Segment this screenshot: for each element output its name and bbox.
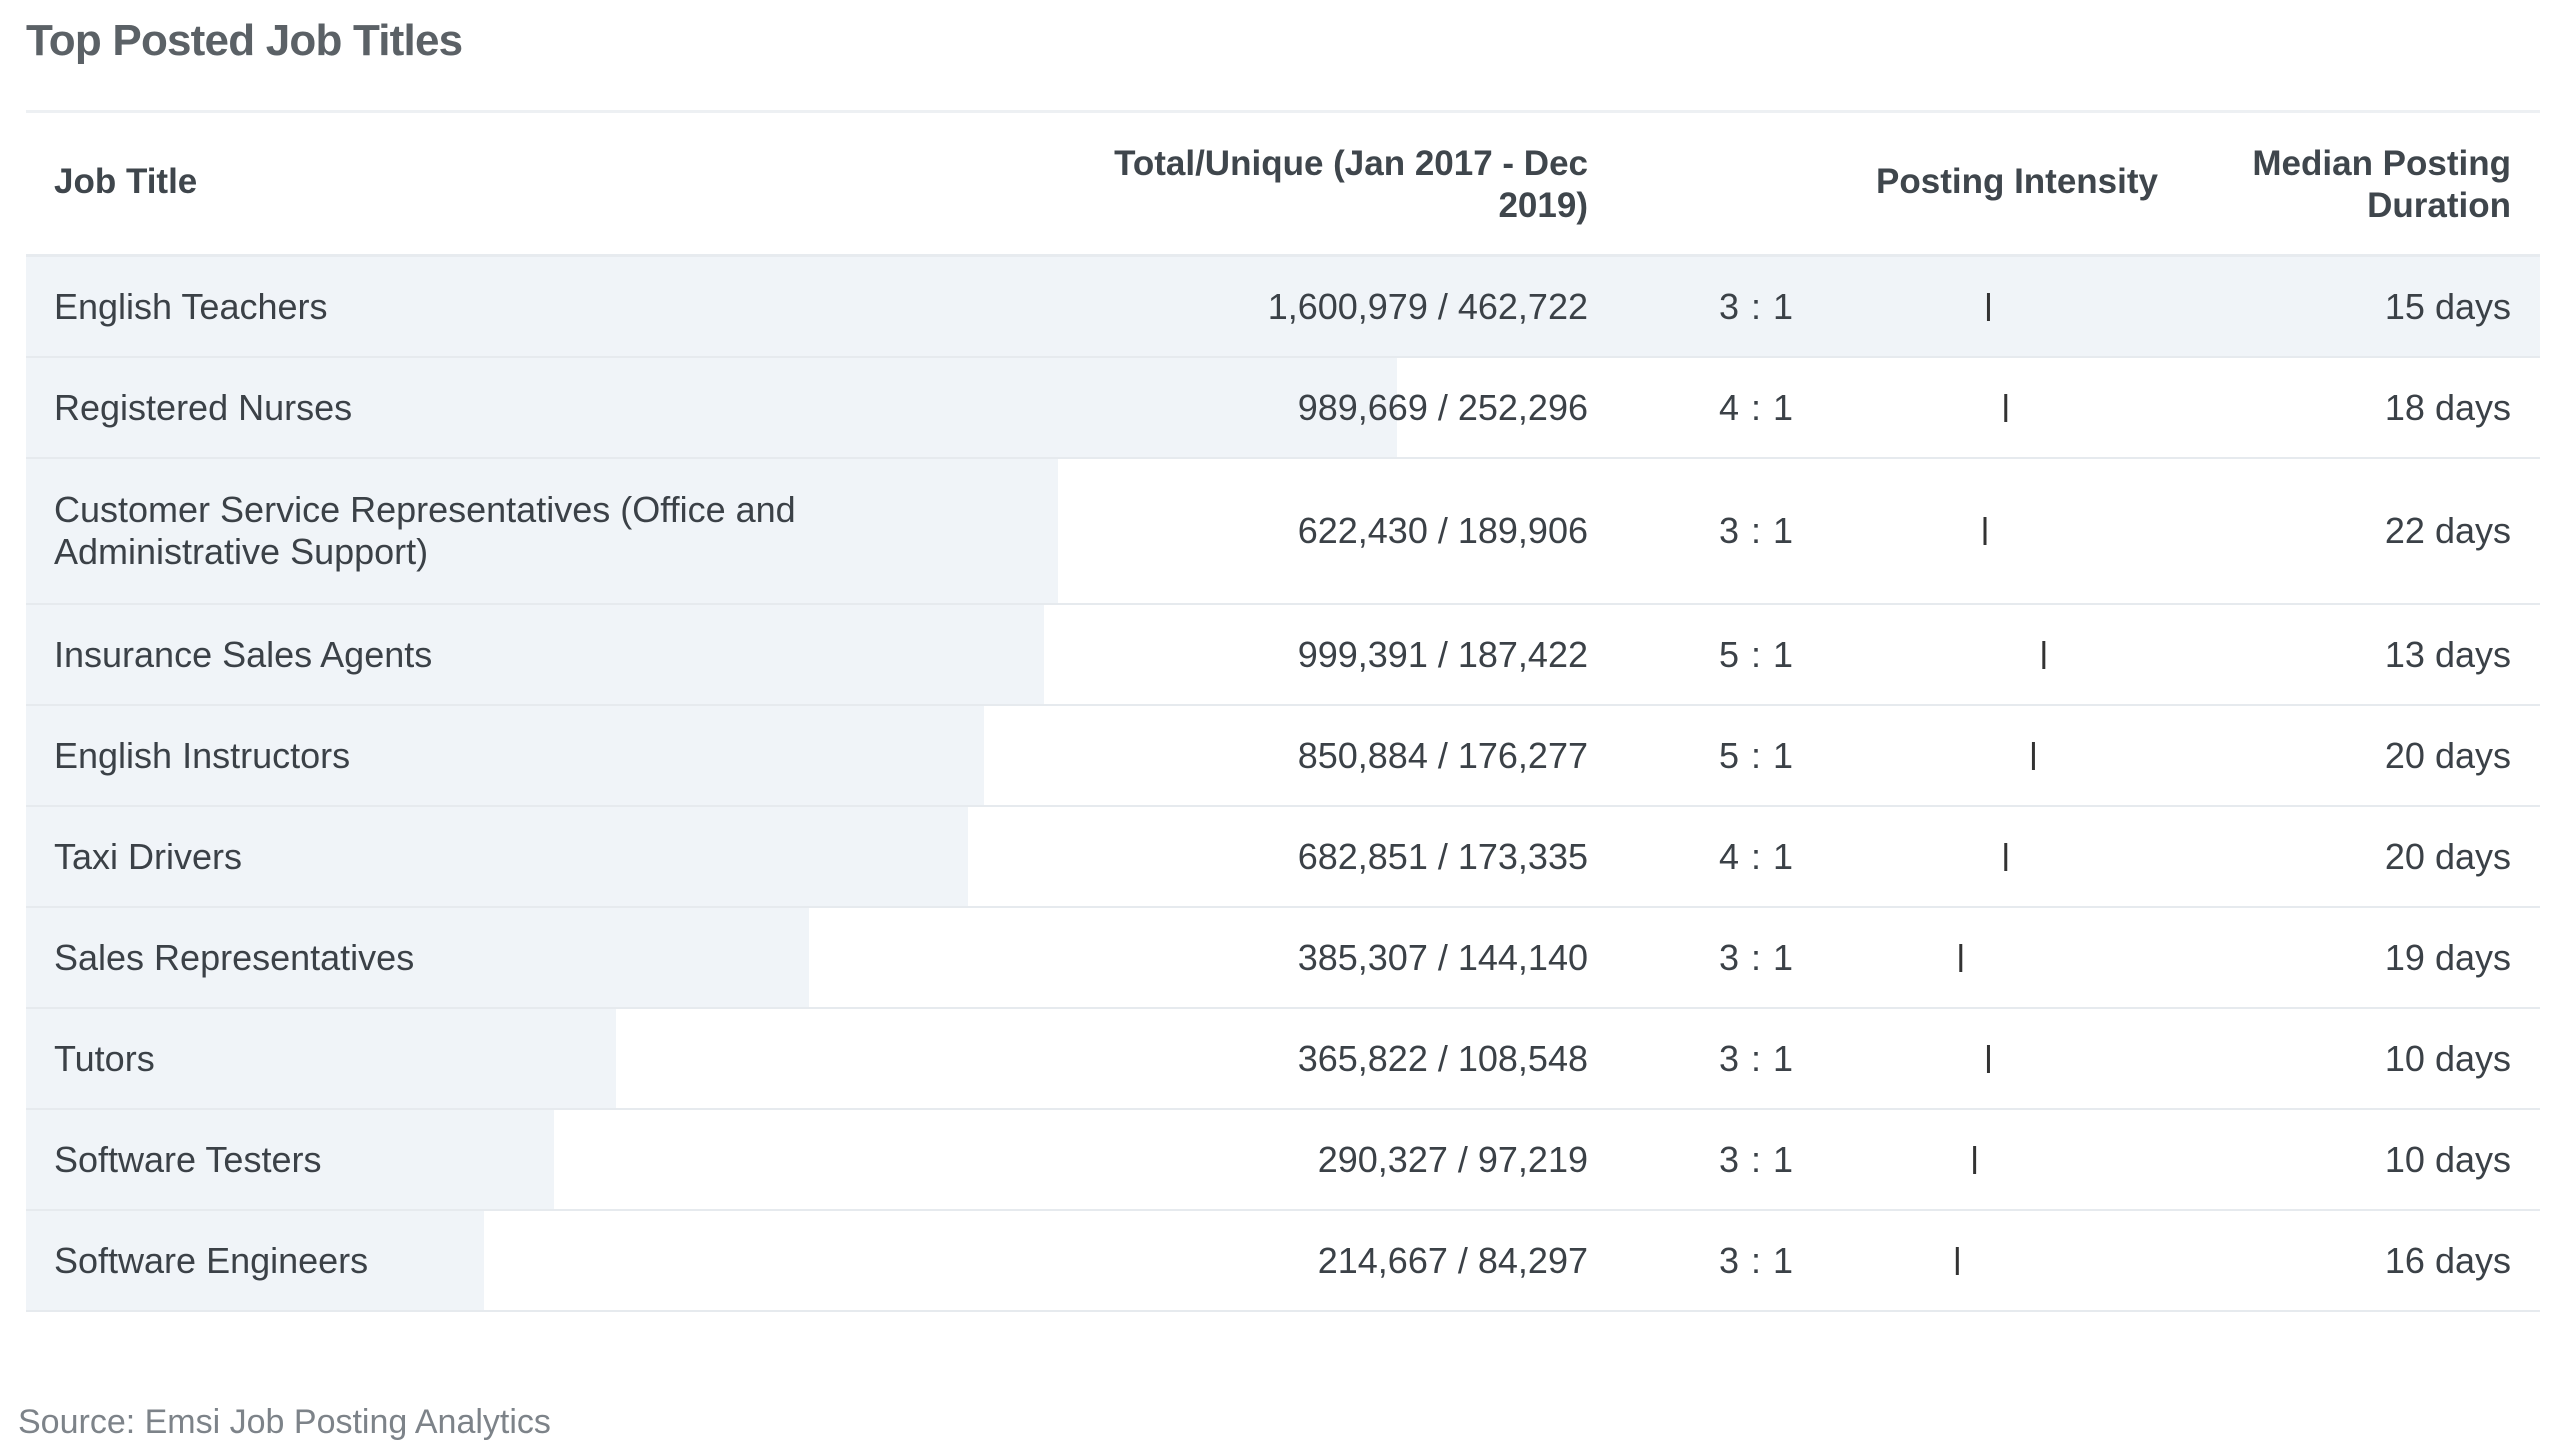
unique-postings-bar [26, 706, 984, 805]
median-duration-value: 19 days [2384, 936, 2511, 978]
unique-postings-bar [26, 605, 1045, 704]
table-header: Job Title Total/Unique (Jan 2017 - Dec 2… [26, 113, 2540, 257]
job-titles-table: Job Title Total/Unique (Jan 2017 - Dec 2… [26, 110, 2540, 1312]
posting-intensity-ratio: 3 : 1 [1718, 936, 1794, 978]
median-duration-value: 10 days [2384, 1037, 2511, 1079]
total-unique-value: 989,669 / 252,296 [1297, 386, 1588, 428]
job-title: Taxi Drivers [54, 835, 243, 877]
source-note: Source: Emsi Job Posting Analytics [18, 1403, 551, 1441]
unique-postings-bar [26, 1110, 555, 1209]
table-row[interactable]: English Teachers 1,600,979 / 462,722 3 : 1… [26, 257, 2540, 358]
header-total-unique: Total/Unique (Jan 2017 - Dec 2019) [1114, 144, 1588, 225]
median-duration-value: 20 days [2384, 835, 2511, 877]
table-body: English Teachers 1,600,979 / 462,722 3 : 1… [26, 257, 2540, 1312]
header-posting-intensity: Posting Intensity [1876, 162, 2158, 201]
header-median-duration: Median Posting Duration [2252, 144, 2511, 225]
header-job-title: Job Title [54, 162, 198, 201]
job-title: English Instructors [54, 734, 351, 776]
posting-intensity-track [1812, 1044, 2158, 1073]
posting-intensity-ratio: 3 : 1 [1718, 1138, 1794, 1180]
total-unique-value: 214,667 / 84,297 [1317, 1239, 1588, 1281]
total-unique-value: 385,307 / 144,140 [1297, 936, 1588, 978]
median-duration-value: 18 days [2384, 386, 2511, 428]
job-title: Registered Nurses [54, 386, 353, 428]
table-row[interactable]: Insurance Sales Agents 999,391 / 187,422 5… [26, 605, 2540, 706]
posting-intensity-ratio: 3 : 1 [1718, 285, 1794, 327]
job-title: English Teachers [54, 285, 328, 327]
median-duration-value: 15 days [2384, 285, 2511, 327]
median-duration-value: 22 days [2384, 510, 2511, 551]
total-unique-value: 622,430 / 189,906 [1297, 510, 1588, 551]
job-title: Tutors [54, 1037, 155, 1079]
median-duration-value: 16 days [2384, 1239, 2511, 1281]
posting-intensity-ratio: 4 : 1 [1718, 835, 1794, 877]
table-row[interactable]: Taxi Drivers 682,851 / 173,335 4 : 1 20 day… [26, 807, 2540, 908]
total-unique-value: 682,851 / 173,335 [1297, 835, 1588, 877]
job-title: Customer Service Representatives (Office… [54, 489, 796, 572]
table-row[interactable]: Software Engineers 214,667 / 84,297 3 : 1 1… [26, 1211, 2540, 1312]
table-row[interactable]: Sales Representatives 385,307 / 144,140 3 … [26, 908, 2540, 1009]
unique-postings-bar [26, 908, 810, 1007]
total-unique-value: 850,884 / 176,277 [1297, 734, 1588, 776]
chart-title: Top Posted Job Titles [26, 16, 463, 65]
posting-intensity-ratio: 4 : 1 [1718, 386, 1794, 428]
job-title: Software Engineers [54, 1239, 369, 1281]
total-unique-value: 999,391 / 187,422 [1297, 633, 1588, 675]
posting-intensity-track [1812, 292, 2158, 321]
posting-intensity-ratio: 5 : 1 [1718, 734, 1794, 776]
table-row[interactable]: English Instructors 850,884 / 176,277 5 : … [26, 706, 2540, 807]
median-duration-value: 13 days [2384, 633, 2511, 675]
total-unique-value: 365,822 / 108,548 [1297, 1037, 1588, 1079]
job-title: Insurance Sales Agents [54, 633, 433, 675]
posting-intensity-track [1812, 1145, 2158, 1174]
posting-intensity-track [1812, 943, 2158, 972]
posting-intensity-ratio: 3 : 1 [1718, 1239, 1794, 1281]
posting-intensity-ratio: 3 : 1 [1718, 510, 1794, 551]
posting-intensity-track [1812, 393, 2158, 422]
table-row[interactable]: Registered Nurses 989,669 / 252,296 4 : 1 1… [26, 358, 2540, 459]
unique-postings-bar [26, 358, 1397, 457]
posting-intensity-ratio: 5 : 1 [1718, 633, 1794, 675]
job-title: Sales Representatives [54, 936, 415, 978]
posting-intensity-ratio: 3 : 1 [1718, 1037, 1794, 1079]
table-row[interactable]: Tutors 365,822 / 108,548 3 : 1 10 days [26, 1009, 2540, 1110]
posting-intensity-track [1812, 842, 2158, 871]
total-unique-value: 1,600,979 / 462,722 [1267, 285, 1588, 327]
posting-intensity-track [1812, 741, 2158, 770]
unique-postings-bar [26, 1211, 484, 1310]
table-row[interactable]: Customer Service Representatives (Office… [26, 459, 2540, 605]
median-duration-value: 20 days [2384, 734, 2511, 776]
unique-postings-bar [26, 807, 968, 906]
posting-intensity-track [1812, 640, 2158, 669]
unique-postings-bar [26, 459, 1058, 603]
table-row[interactable]: Software Testers 290,327 / 97,219 3 : 1 10 … [26, 1110, 2540, 1211]
posting-intensity-track [1812, 517, 2158, 545]
unique-postings-bar [26, 1009, 616, 1108]
median-duration-value: 10 days [2384, 1138, 2511, 1180]
total-unique-value: 290,327 / 97,219 [1317, 1138, 1588, 1180]
posting-intensity-track [1812, 1246, 2158, 1275]
job-title: Software Testers [54, 1138, 322, 1180]
